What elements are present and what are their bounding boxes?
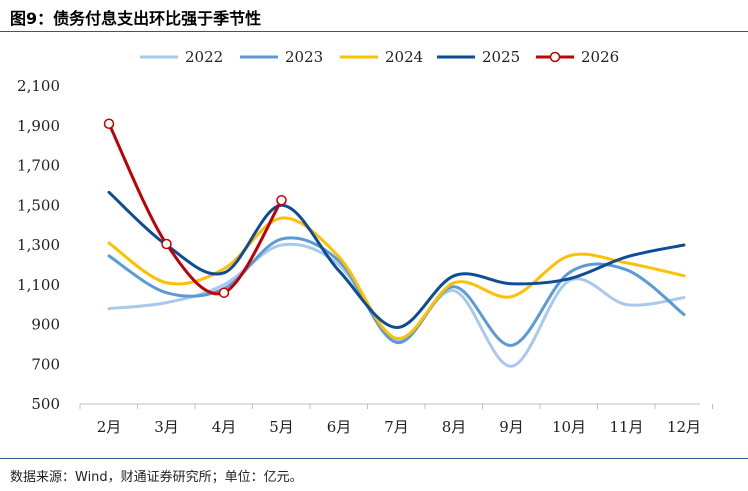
- legend-label-2026: 2026: [581, 48, 619, 66]
- y-tick-label: 500: [31, 395, 60, 413]
- y-axis: 500 700 900 1,100 1,300 1,500 1,700 1,900 2,100: [17, 77, 60, 413]
- data-point-2026: [161, 238, 172, 250]
- data-point-2026: [218, 287, 230, 298]
- footer-divider: [0, 458, 748, 459]
- series-line-2026: [107, 122, 283, 296]
- y-tick-label: 2,100: [17, 77, 60, 95]
- y-tick-label: 1,900: [17, 117, 60, 135]
- x-tick-label: 12月: [667, 418, 701, 436]
- x-tick-label: 9月: [499, 418, 524, 436]
- x-tick-label: 7月: [384, 418, 409, 436]
- legend-label-2023: 2023: [285, 48, 323, 66]
- data-point-2026: [103, 118, 115, 130]
- title-divider: [0, 31, 748, 32]
- legend-marker-2026: [549, 51, 561, 63]
- y-tick-label: 1,500: [17, 196, 60, 214]
- series-line-2024: [107, 216, 686, 340]
- x-tick-label: 8月: [442, 418, 467, 436]
- y-tick-label: 1,700: [17, 157, 60, 175]
- series-line-2023: [107, 236, 686, 347]
- series-markers: [103, 118, 287, 298]
- x-tick-label: 3月: [154, 418, 179, 436]
- legend-label-2024: 2024: [385, 48, 423, 66]
- legend-label-2022: 2022: [185, 48, 223, 66]
- x-axis: 2月 3月 4月 5月 6月 7月 8月 9月 10月 11月 12月: [79, 403, 713, 436]
- legend-label-2025: 2025: [482, 48, 520, 66]
- y-tick-label: 700: [31, 355, 60, 373]
- y-tick-label: 900: [31, 316, 60, 334]
- x-tick-label: 2月: [97, 418, 122, 436]
- x-tick-label: 11月: [609, 418, 643, 436]
- y-tick-label: 1,100: [17, 276, 60, 294]
- x-tick-label: 4月: [212, 418, 237, 436]
- chart-legend: 2022 2023 2024 2025 2026: [140, 48, 619, 66]
- x-tick-label: 10月: [552, 418, 586, 436]
- x-tick-label: 5月: [269, 418, 294, 436]
- x-tick-label: 6月: [327, 418, 352, 436]
- source-note: 数据来源：Wind，财通证券研究所；单位：亿元。: [10, 470, 303, 485]
- series-line-2025: [107, 190, 686, 329]
- figure-title: 图9：债务付息支出环比强于季节性: [10, 9, 262, 28]
- y-tick-label: 1,300: [17, 236, 60, 254]
- data-point-2026: [276, 195, 287, 206]
- series-lines: [107, 122, 686, 368]
- line-chart: 2022 2023 2024 2025 2026 500 700 900 1,100 1,300…: [17, 48, 713, 436]
